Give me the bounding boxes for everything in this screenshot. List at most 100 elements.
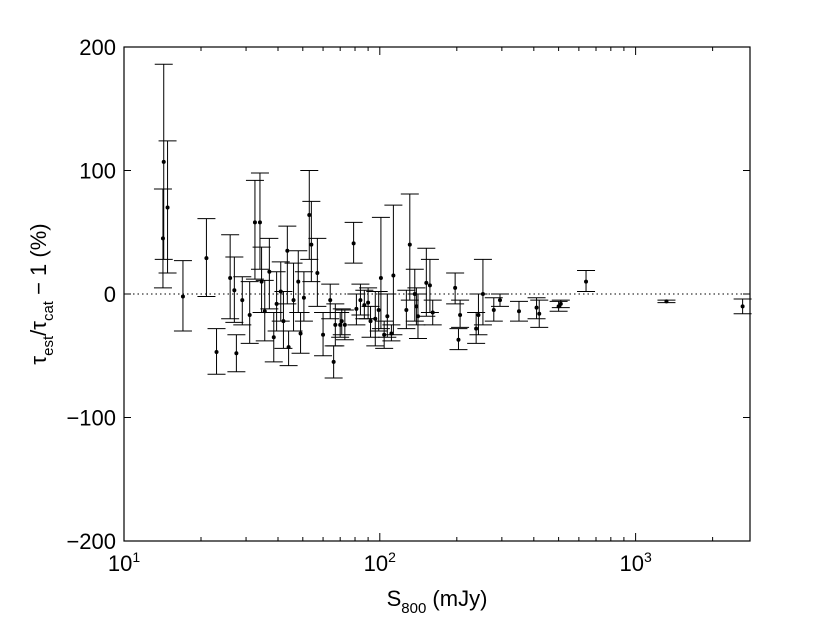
- data-point: [368, 319, 373, 324]
- y-axis-label-tau1: τ: [26, 356, 51, 365]
- data-point: [204, 256, 209, 261]
- error-bar: [400, 193, 419, 301]
- data-point: [427, 283, 432, 288]
- data-point: [474, 326, 479, 331]
- data-point: [331, 359, 336, 364]
- data-point: [456, 337, 461, 342]
- data-point: [389, 331, 394, 336]
- y-axis-label-sub2: cat: [40, 300, 57, 321]
- data-point: [404, 308, 409, 313]
- data-point: [161, 159, 166, 164]
- x-tick-label: 101: [108, 549, 140, 576]
- data-point: [391, 273, 396, 278]
- data-point: [247, 312, 252, 317]
- data-point: [378, 275, 383, 280]
- data-point: [366, 300, 371, 305]
- data-point: [259, 279, 264, 284]
- y-axis-label-rest: − 1 (%): [26, 223, 51, 301]
- data-point: [338, 322, 343, 327]
- data-point: [301, 295, 306, 300]
- data-points: [160, 159, 745, 364]
- y-tick-label: 200: [79, 35, 116, 60]
- data-point: [362, 303, 367, 308]
- data-point: [534, 305, 539, 310]
- data-point: [407, 242, 412, 247]
- data-point: [537, 311, 542, 316]
- data-point: [298, 331, 303, 336]
- data-point: [476, 312, 481, 317]
- data-point: [415, 314, 420, 319]
- data-point: [286, 345, 291, 350]
- data-point: [274, 301, 279, 306]
- data-point: [480, 292, 485, 296]
- data-point: [414, 304, 419, 309]
- data-point: [257, 220, 262, 225]
- data-point: [165, 205, 170, 210]
- y-tick-label: 100: [79, 159, 116, 184]
- data-point: [240, 298, 245, 303]
- data-point: [458, 312, 463, 317]
- data-point: [296, 279, 301, 284]
- error-bar: [284, 262, 303, 332]
- x-tick-label: 102: [364, 549, 396, 576]
- y-tick-label: 0: [104, 282, 116, 307]
- plot-frame: [123, 46, 751, 542]
- y-axis-label-slash: /: [26, 329, 51, 336]
- data-point: [385, 314, 390, 319]
- data-point: [664, 299, 669, 304]
- x-axis-label-sub: 800: [401, 600, 426, 617]
- data-point: [291, 298, 296, 303]
- data-point: [321, 332, 326, 337]
- data-point: [228, 275, 233, 280]
- y-tick-label: −100: [66, 406, 116, 431]
- data-point: [285, 248, 290, 253]
- data-point: [376, 308, 381, 313]
- data-point: [278, 289, 283, 294]
- data-point: [412, 292, 417, 296]
- data-point: [558, 301, 563, 306]
- x-tick-label: 103: [619, 549, 651, 576]
- data-point: [180, 294, 185, 299]
- error-bar: [384, 204, 403, 336]
- data-point: [271, 335, 276, 340]
- data-point: [333, 322, 338, 327]
- data-point: [354, 306, 359, 311]
- data-point: [309, 242, 314, 247]
- data-point: [358, 298, 363, 303]
- error-bar: [245, 179, 264, 280]
- data-point: [328, 298, 333, 303]
- y-tick-label: −200: [66, 529, 116, 554]
- data-point: [339, 319, 344, 324]
- data-point: [491, 308, 496, 313]
- data-point: [281, 319, 286, 324]
- data-point: [351, 241, 356, 246]
- data-point: [516, 309, 521, 314]
- data-point: [424, 280, 429, 285]
- data-point: [382, 332, 387, 337]
- x-axis-ticks: 101 102 103: [108, 47, 714, 576]
- data-point: [342, 322, 347, 327]
- y-axis-ticks: 200 100 0 −100 −200: [66, 35, 750, 554]
- data-point: [160, 236, 165, 241]
- data-point: [267, 269, 272, 274]
- data-point: [373, 316, 378, 321]
- x-axis-label-main: S: [387, 586, 402, 611]
- data-point: [262, 309, 267, 314]
- data-point: [307, 212, 312, 217]
- data-point: [584, 279, 589, 284]
- data-point: [430, 310, 435, 315]
- x-axis-label-unit: (mJy): [426, 586, 487, 611]
- data-point: [252, 220, 257, 225]
- data-point: [453, 285, 458, 290]
- error-bar: [240, 281, 259, 344]
- data-point: [214, 350, 219, 355]
- data-point: [232, 288, 237, 293]
- y-axis-label-tau2: τ: [26, 321, 51, 330]
- y-axis-label-sub1: est: [40, 335, 57, 356]
- data-point: [234, 351, 239, 356]
- x-axis-label: S800 (mJy): [387, 586, 488, 617]
- data-point: [740, 304, 745, 309]
- data-point: [315, 271, 320, 276]
- data-point: [497, 298, 502, 303]
